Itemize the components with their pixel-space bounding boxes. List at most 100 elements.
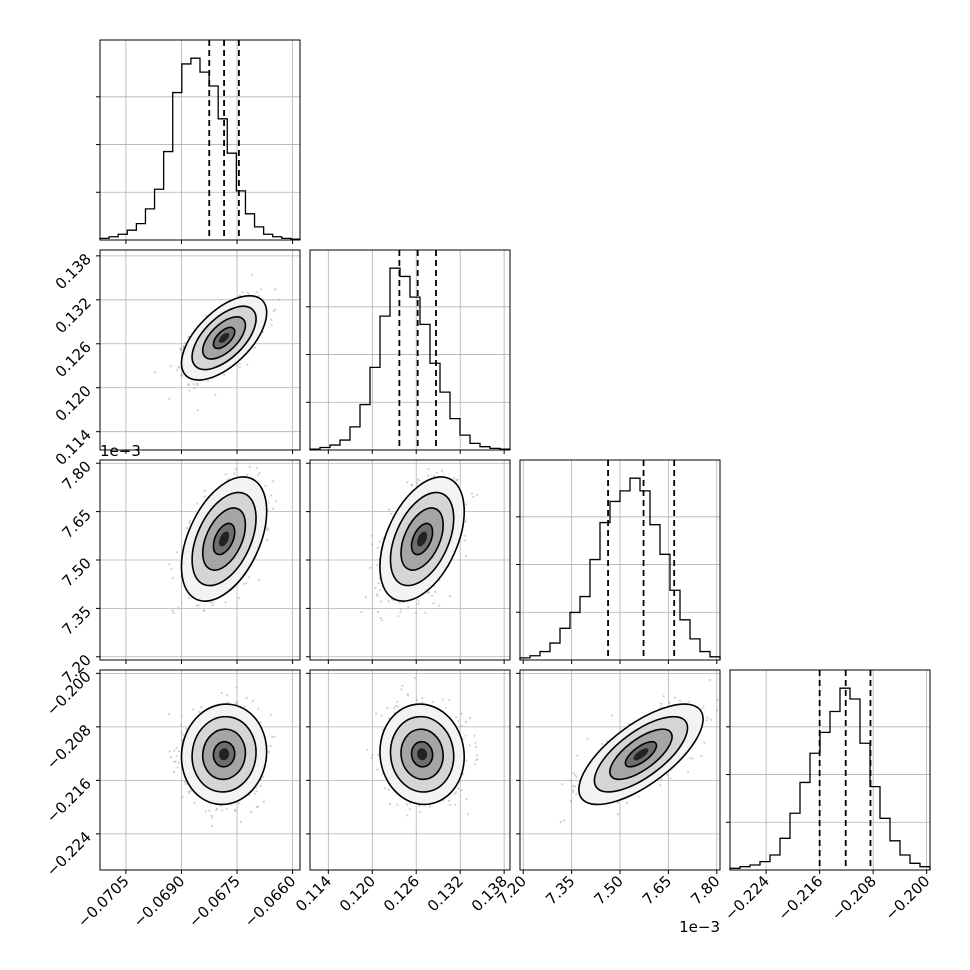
sample-point: [270, 494, 273, 497]
sample-point: [223, 373, 226, 376]
sample-point: [464, 520, 468, 523]
sample-point: [431, 594, 434, 597]
sample-point: [188, 521, 191, 524]
sample-point: [271, 480, 275, 483]
sample-point: [374, 586, 377, 590]
sample-point: [427, 591, 430, 594]
sample-point: [234, 702, 237, 705]
sample-point: [238, 366, 241, 369]
sample-point: [438, 604, 441, 607]
histogram-step: [519, 477, 721, 660]
sample-point: [369, 566, 372, 569]
contour-line: [180, 476, 268, 602]
sample-point: [257, 294, 260, 298]
sample-point: [170, 567, 173, 570]
sample-point: [169, 756, 172, 759]
density-panel-0-3: [99, 669, 301, 871]
sample-point: [180, 348, 184, 351]
sample-point: [417, 599, 420, 602]
sample-point: [397, 615, 400, 618]
density-core: [218, 531, 230, 547]
sample-point: [203, 489, 206, 492]
sample-point: [180, 715, 183, 718]
panel-frame: [729, 669, 931, 871]
sample-point: [245, 696, 248, 699]
sample-point: [399, 611, 402, 614]
sample-point: [182, 345, 185, 348]
sample-point: [256, 805, 260, 808]
sample-point: [193, 387, 196, 390]
sample-point: [424, 611, 427, 614]
sample-point: [211, 604, 214, 607]
histogram-step: [309, 267, 511, 450]
contour-line: [201, 507, 247, 571]
sample-point: [247, 576, 251, 579]
sample-point: [455, 479, 458, 482]
sample-point: [221, 809, 224, 812]
sample-point: [360, 611, 363, 614]
sample-point: [407, 606, 410, 609]
sample-point: [274, 500, 277, 503]
sample-point: [168, 397, 171, 400]
sample-point: [464, 555, 468, 558]
contour-line: [212, 522, 236, 556]
sample-point: [259, 721, 262, 724]
sample-point: [274, 308, 277, 311]
sample-point: [247, 292, 250, 295]
density-core: [218, 332, 230, 343]
sample-point: [416, 482, 419, 485]
panel-frame: [309, 249, 511, 451]
histogram-panel-2: [516, 459, 721, 661]
sample-point: [453, 477, 456, 480]
sample-point: [375, 593, 378, 596]
sample-point: [188, 792, 191, 795]
sample-point: [236, 701, 239, 704]
histogram-panel-0: [96, 39, 301, 241]
sample-point: [245, 582, 248, 585]
sample-point: [187, 383, 190, 387]
sample-point: [238, 802, 241, 805]
sample-point: [270, 323, 273, 326]
sample-point: [364, 596, 367, 599]
sample-point: [377, 611, 380, 614]
sample-point: [203, 495, 206, 498]
sample-point: [448, 595, 451, 598]
sample-point: [427, 591, 430, 595]
sample-point: [465, 503, 468, 506]
sample-point: [427, 467, 430, 471]
sample-point: [233, 808, 237, 811]
sample-point: [371, 543, 374, 546]
sample-point: [184, 342, 187, 345]
sample-point: [209, 601, 212, 604]
sample-point: [380, 619, 384, 622]
sample-point: [390, 512, 393, 515]
histogram-panel-1: [306, 249, 511, 451]
sample-point: [253, 792, 256, 796]
contour-line: [389, 491, 455, 587]
sample-point: [379, 616, 382, 620]
sample-point: [203, 609, 206, 612]
sample-point: [440, 469, 444, 472]
density-panel-0-2: [99, 459, 301, 661]
sample-point: [376, 563, 379, 567]
sample-point: [181, 374, 184, 377]
sample-point: [470, 492, 473, 495]
sample-point: [427, 474, 430, 477]
sample-point: [233, 472, 236, 475]
sample-point: [176, 551, 179, 554]
contour-line: [379, 476, 466, 602]
sample-point: [464, 539, 467, 542]
panel-frame: [99, 39, 301, 241]
sample-point: [256, 474, 259, 477]
sample-point: [224, 473, 227, 476]
sample-point: [242, 582, 245, 585]
sample-point: [171, 576, 175, 580]
sample-point: [192, 383, 196, 386]
sample-point: [264, 485, 267, 488]
sample-point: [234, 468, 237, 471]
sample-point: [235, 686, 238, 689]
sample-point: [434, 590, 437, 594]
sample-point: [255, 790, 258, 793]
sample-point: [188, 597, 191, 600]
